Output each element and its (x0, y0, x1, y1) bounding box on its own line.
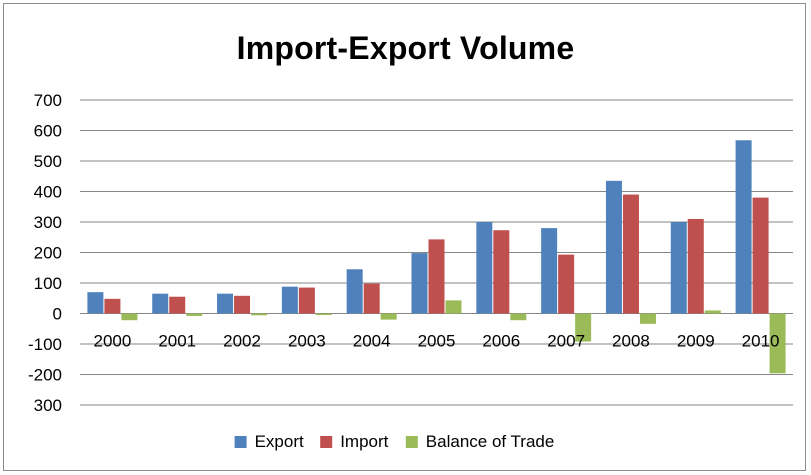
bar-export-2005 (411, 253, 428, 314)
y-tick-label: 700 (34, 91, 62, 110)
bar-import-2003 (298, 287, 315, 314)
x-tick-label: 2000 (93, 332, 131, 351)
x-tick-label: 2002 (223, 332, 261, 351)
bar-export-2002 (217, 293, 234, 314)
y-tick-label: 600 (34, 122, 62, 141)
y-tick-label: 300 (34, 396, 62, 415)
y-tick-label: 300 (34, 213, 62, 232)
legend-swatch (405, 436, 418, 448)
x-tick-label: 2009 (677, 332, 715, 351)
bar-import-2000 (104, 298, 121, 314)
x-tick-label: 2007 (547, 332, 585, 351)
x-axis-labels: 2000 2001 2002 2003 2004 2005 2006 2007 2008 2009… (93, 332, 779, 351)
bar-import-2008 (622, 194, 639, 314)
legend-swatch (234, 436, 247, 448)
y-tick-label: 100 (34, 274, 62, 293)
x-tick-label: 2003 (288, 332, 326, 351)
legend: Export Import Balance of Trade (234, 432, 555, 451)
x-tick-label: 2010 (742, 332, 780, 351)
bar-balance-of-trade-2007 (575, 313, 592, 342)
y-tick-label: 200 (34, 244, 62, 263)
bar-import-2001 (169, 296, 186, 314)
y-tick-label: 500 (34, 152, 62, 171)
chart-title: Import-Export Volume (236, 30, 575, 66)
bar-import-2004 (363, 283, 380, 314)
bar-import-2009 (687, 218, 704, 314)
bar-balance-of-trade-2002 (251, 313, 268, 316)
bar-balance-of-trade-2001 (186, 313, 203, 316)
y-tick-label: 0 (53, 305, 62, 324)
bar-export-2004 (346, 269, 363, 314)
bar-export-2010 (735, 140, 752, 314)
bar-balance-of-trade-2008 (639, 313, 656, 324)
bar-import-2005 (428, 239, 445, 314)
bar-export-2001 (152, 293, 169, 314)
bar-export-2000 (87, 292, 104, 314)
bar-import-2007 (558, 254, 575, 314)
bar-import-2006 (493, 230, 510, 314)
legend-label: Export (255, 432, 304, 451)
x-tick-label: 2005 (418, 332, 456, 351)
legend-label: Balance of Trade (426, 432, 555, 451)
y-axis-ticks: 700 600 500 400 300 200 100 0 -100 -200 300 (28, 91, 62, 415)
bar-balance-of-trade-2003 (315, 313, 332, 316)
bar-balance-of-trade-2004 (380, 313, 397, 320)
bar-export-2003 (281, 286, 298, 314)
bar-balance-of-trade-2000 (121, 313, 138, 321)
y-tick-label: -100 (28, 335, 62, 354)
bar-balance-of-trade-2006 (510, 313, 527, 321)
x-tick-label: 2004 (353, 332, 391, 351)
x-tick-label: 2008 (612, 332, 650, 351)
x-tick-label: 2001 (158, 332, 196, 351)
bar-export-2009 (670, 222, 687, 314)
bar-export-2007 (541, 228, 558, 314)
bar-export-2006 (476, 222, 493, 314)
bars (87, 140, 786, 374)
legend-label: Import (340, 432, 388, 451)
y-tick-label: -200 (28, 366, 62, 385)
bar-import-2010 (752, 197, 769, 314)
bar-balance-of-trade-2005 (445, 300, 462, 314)
x-tick-label: 2006 (482, 332, 520, 351)
bar-import-2002 (234, 295, 251, 314)
bar-balance-of-trade-2009 (704, 310, 721, 314)
y-tick-label: 400 (34, 183, 62, 202)
bar-balance-of-trade-2010 (769, 313, 786, 374)
bar-export-2008 (605, 180, 622, 314)
legend-swatch (320, 436, 333, 448)
